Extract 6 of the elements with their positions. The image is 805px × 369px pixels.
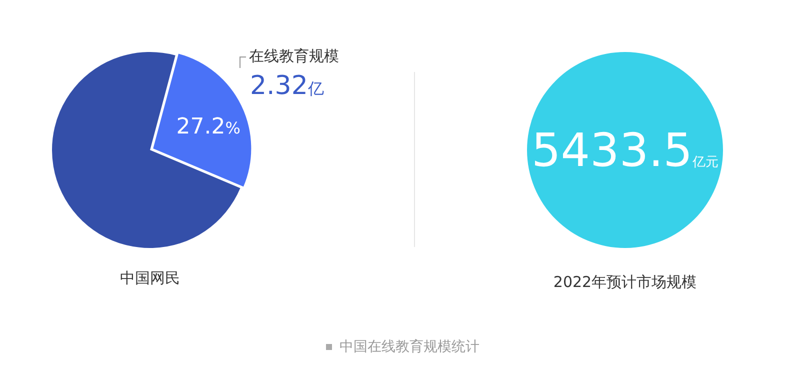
text: 2.32亿 xyxy=(250,71,324,101)
category-label: 2022年预计市场规模 xyxy=(553,272,697,291)
slice-label: 中国网民 xyxy=(120,269,180,287)
text: 中国在线教育规模统计 xyxy=(340,339,480,355)
data-label: 27.2% xyxy=(176,114,240,140)
slice-label: 在线教育规模 xyxy=(249,46,339,65)
